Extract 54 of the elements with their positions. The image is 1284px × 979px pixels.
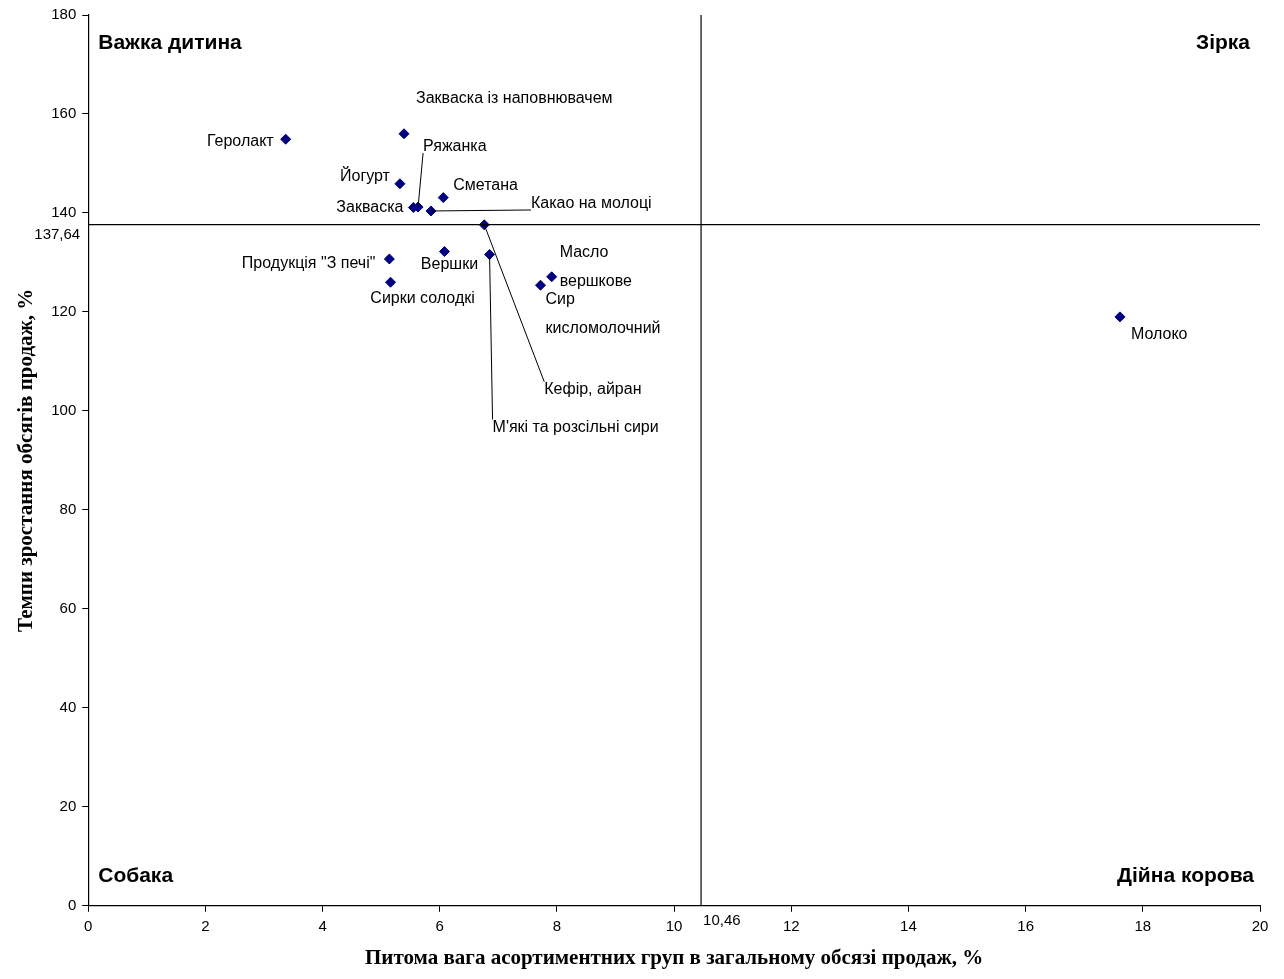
annotation: Собака: [98, 862, 174, 886]
y-tick-label: 180: [51, 5, 77, 23]
point: [280, 133, 292, 145]
annotation: Масло вершкове: [559, 243, 633, 290]
annotation: Сметана: [453, 176, 519, 194]
y-axis-title: Темпи зростання обсягів продаж, %: [13, 288, 38, 633]
y-tick-label: 100: [51, 401, 77, 419]
point: [383, 253, 395, 265]
point: [394, 178, 406, 190]
annotation: Важка дитина: [98, 29, 243, 53]
x-tick-label: 14: [900, 916, 917, 934]
x-tick-label: 8: [552, 916, 562, 934]
point: [546, 271, 558, 283]
annotation: М'які та розсільні сири: [492, 417, 659, 435]
x-tick-label: 10: [665, 916, 683, 934]
annotation: Кефір, айран: [544, 380, 642, 398]
point: [438, 246, 450, 258]
ref-line-label: 137,64: [34, 224, 81, 242]
annotation: Зірка: [1195, 29, 1251, 53]
x-axis-title: Питома вага асортиментних груп в загальному обсязі продаж, %: [365, 944, 984, 969]
y-tick-label: 160: [51, 104, 77, 122]
x-tick-label: 2: [201, 916, 210, 934]
annotation: Геролакт: [206, 131, 275, 149]
annotation: Закваска із наповнювачем: [416, 89, 613, 107]
point: [437, 192, 449, 204]
y-tick-label: 140: [51, 203, 77, 221]
annotation: Продукція "З печі": [241, 254, 376, 272]
y-tick-label: 20: [59, 796, 77, 814]
y-tick-label: 40: [59, 697, 77, 715]
point: [535, 279, 547, 291]
point: [385, 276, 397, 288]
x-tick-label: 20: [1251, 916, 1269, 934]
y-tick-label: 0: [67, 895, 77, 913]
x-tick-label: 16: [1017, 916, 1034, 934]
y-tick-label: 120: [51, 302, 77, 320]
x-tick-label: 6: [435, 916, 444, 934]
annotation: Ряжанка: [423, 137, 487, 155]
y-tick-label: 80: [59, 500, 77, 518]
annotation: Закваска: [336, 197, 404, 215]
annotation: Какао на молоці: [530, 194, 652, 212]
x-tick-label: 0: [84, 916, 93, 934]
y-tick-label: 60: [59, 599, 77, 617]
x-tick-label: 12: [782, 916, 800, 934]
x-tick-label: 4: [318, 916, 327, 934]
point: [398, 128, 410, 140]
annotation: Йогурт: [339, 166, 391, 185]
annotation: Сир кисломолочний: [545, 289, 661, 336]
annotation: Сирки солодкі: [370, 288, 475, 306]
annotation: Молоко: [1130, 325, 1188, 343]
ref-line-label: 10,46: [703, 911, 741, 929]
annotation: Вершки: [420, 254, 479, 272]
point: [1114, 311, 1126, 323]
annotation: Дійна корова: [1117, 862, 1255, 886]
x-tick-label: 18: [1134, 916, 1152, 934]
